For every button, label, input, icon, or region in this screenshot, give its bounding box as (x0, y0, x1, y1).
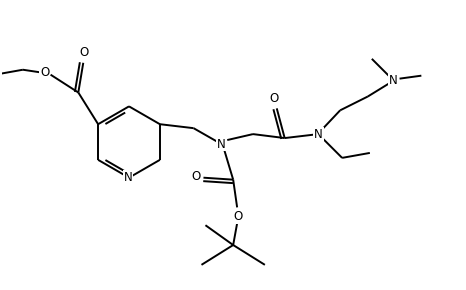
Text: N: N (389, 74, 398, 87)
Text: N: N (217, 137, 226, 151)
Text: O: O (191, 170, 200, 183)
Text: O: O (233, 210, 243, 223)
Text: N: N (123, 171, 132, 184)
Text: O: O (80, 46, 89, 59)
Text: N: N (314, 128, 323, 141)
Text: O: O (40, 66, 49, 79)
Text: O: O (269, 92, 278, 105)
